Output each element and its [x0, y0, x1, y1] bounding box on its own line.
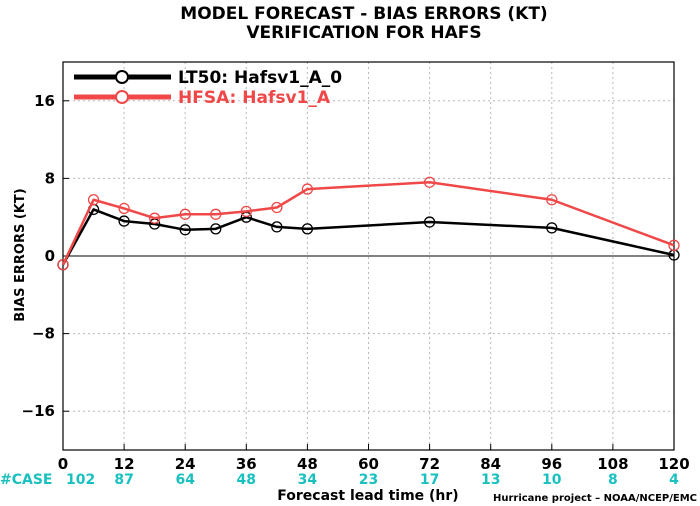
case-count: 87 — [114, 472, 133, 488]
series-point — [148, 212, 161, 224]
case-counts: 102 87 64 48 34 23 17 13 10 8 4 — [66, 472, 679, 488]
series-point — [423, 176, 436, 188]
series-point — [118, 215, 130, 227]
series-point — [210, 208, 222, 220]
series-point — [210, 223, 222, 235]
legend-marker — [115, 70, 129, 84]
case-count: 13 — [481, 472, 500, 488]
case-count: 8 — [608, 472, 618, 488]
y-axis-ticks: 16 8 0 −8 −16 — [22, 92, 69, 420]
y-tick-label: −8 — [32, 325, 55, 343]
chart-subtitle: VERIFICATION FOR HAFS — [246, 23, 481, 43]
case-count: 34 — [298, 472, 318, 488]
x-tick-label: 48 — [297, 455, 318, 473]
case-label: #CASE — [0, 472, 53, 488]
y-tick-label: 8 — [45, 169, 55, 187]
series-point — [301, 183, 314, 195]
case-count: 10 — [542, 472, 562, 488]
x-axis-label: Forecast lead time (hr) — [277, 488, 458, 504]
y-tick-label: 16 — [34, 92, 55, 110]
x-tick-label: 12 — [114, 455, 135, 473]
chart-title: MODEL FORECAST - BIAS ERRORS (KT) — [180, 4, 547, 24]
y-tick-label: 0 — [45, 247, 55, 265]
series-point — [240, 205, 252, 218]
x-tick-label: 108 — [597, 455, 628, 473]
x-tick-label: 72 — [419, 455, 440, 473]
series-point — [57, 259, 69, 271]
case-count: 64 — [175, 472, 195, 488]
x-tick-label: 120 — [658, 455, 689, 473]
grid — [63, 62, 674, 450]
series-point — [271, 201, 283, 214]
case-count: 48 — [237, 472, 256, 488]
legend-marker — [115, 90, 129, 104]
series-point — [118, 202, 130, 215]
legend-label: HFSA: Hafsv1_A — [178, 88, 331, 108]
series-point — [271, 221, 283, 233]
y-axis-label: BIAS ERRORS (KT) — [13, 188, 28, 321]
credit-text: Hurricane project – NOAA/NCEP/EMC — [493, 493, 697, 504]
series-point — [179, 224, 191, 236]
series-point — [546, 222, 558, 234]
x-tick-label: 60 — [358, 455, 379, 473]
case-count: 102 — [66, 472, 95, 488]
series-point — [668, 239, 680, 251]
y-tick-label: −16 — [22, 402, 55, 420]
series-point — [179, 208, 191, 220]
x-tick-label: 0 — [58, 455, 68, 473]
x-tick-label: 24 — [175, 455, 196, 473]
case-count: 4 — [669, 472, 679, 488]
case-count: 17 — [420, 472, 439, 488]
series-point — [546, 194, 558, 206]
case-count: 23 — [359, 472, 378, 488]
legend-label: LT50: Hafsv1_A_0 — [178, 68, 342, 88]
x-tick-label: 84 — [480, 455, 501, 473]
series-point — [87, 194, 100, 206]
series-layer — [57, 176, 680, 271]
x-tick-label: 96 — [541, 455, 562, 473]
x-axis-ticks: 0 12 24 36 48 60 72 84 96 108 120 — [58, 444, 690, 473]
series-point — [301, 223, 314, 235]
series-point — [423, 216, 436, 228]
x-tick-label: 36 — [236, 455, 257, 473]
